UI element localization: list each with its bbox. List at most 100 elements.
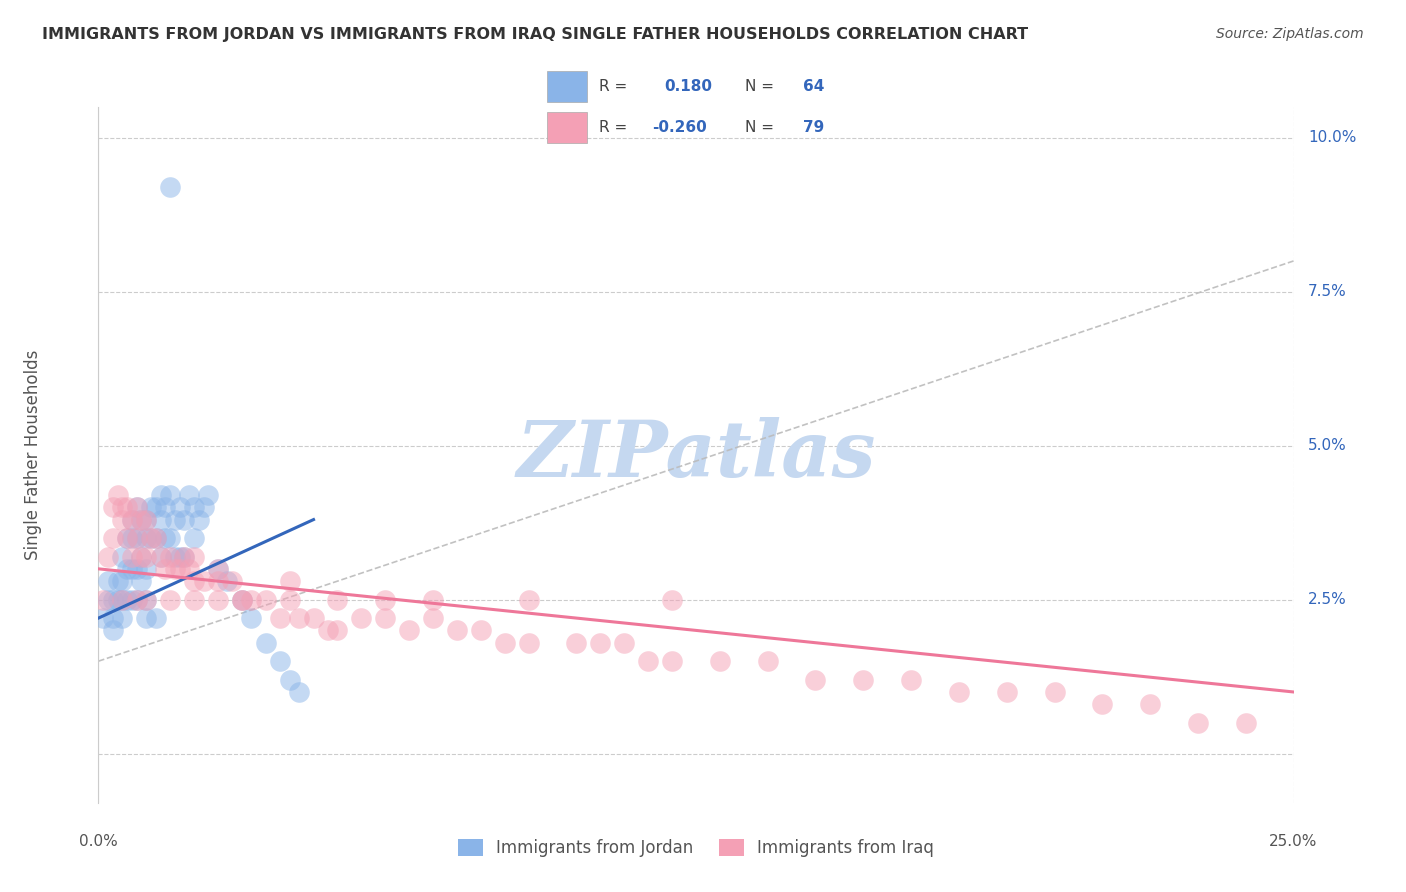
Point <box>91 592 114 607</box>
Point <box>1139 698 1161 712</box>
Point <box>125 592 148 607</box>
Text: 25.0%: 25.0% <box>1270 834 1317 849</box>
Point <box>111 574 134 589</box>
Point <box>316 624 339 638</box>
Point <box>231 592 253 607</box>
Point <box>193 500 215 515</box>
Point <box>139 531 162 545</box>
Point <box>398 624 420 638</box>
Text: 7.5%: 7.5% <box>1308 285 1347 299</box>
Point <box>107 574 129 589</box>
Point <box>613 636 636 650</box>
Point <box>231 592 253 607</box>
Point <box>135 611 157 625</box>
Point <box>125 592 148 607</box>
Point <box>183 500 205 515</box>
Point <box>231 592 253 607</box>
Point <box>1091 698 1114 712</box>
Point <box>1234 715 1257 730</box>
Point <box>101 624 124 638</box>
Point <box>135 592 157 607</box>
Point <box>217 574 239 589</box>
Point <box>115 562 138 576</box>
Point <box>804 673 827 687</box>
Text: 10.0%: 10.0% <box>1308 130 1357 145</box>
Point <box>187 512 209 526</box>
Point <box>207 562 229 576</box>
Legend: Immigrants from Jordan, Immigrants from Iraq: Immigrants from Jordan, Immigrants from … <box>451 832 941 864</box>
Point <box>637 654 659 668</box>
Point <box>326 592 349 607</box>
Point <box>197 488 219 502</box>
Point <box>155 500 177 515</box>
Point <box>145 611 167 625</box>
Point <box>121 531 143 545</box>
Point <box>139 531 162 545</box>
Point <box>183 592 205 607</box>
Point <box>173 549 195 564</box>
Text: 5.0%: 5.0% <box>1308 438 1347 453</box>
FancyBboxPatch shape <box>547 112 586 143</box>
Point <box>207 562 229 576</box>
Point <box>163 549 186 564</box>
Point <box>91 611 114 625</box>
Text: -0.260: -0.260 <box>652 120 707 135</box>
Point <box>565 636 588 650</box>
Point <box>145 531 167 545</box>
Point <box>756 654 779 668</box>
Point <box>135 512 157 526</box>
Text: ZIPatlas: ZIPatlas <box>516 417 876 493</box>
Point <box>139 500 162 515</box>
Point <box>163 562 186 576</box>
Point <box>159 549 181 564</box>
Text: 0.0%: 0.0% <box>79 834 118 849</box>
Point <box>589 636 612 650</box>
Point <box>131 512 153 526</box>
Point <box>145 500 167 515</box>
Point <box>207 574 229 589</box>
Point <box>852 673 875 687</box>
Text: Single Father Households: Single Father Households <box>24 350 42 560</box>
Point <box>240 592 263 607</box>
Point <box>125 562 148 576</box>
Point <box>159 592 181 607</box>
Text: 0.180: 0.180 <box>664 79 713 94</box>
Point <box>111 549 134 564</box>
Point <box>494 636 516 650</box>
Point <box>101 611 124 625</box>
Point <box>115 592 138 607</box>
Point <box>169 549 191 564</box>
Text: IMMIGRANTS FROM JORDAN VS IMMIGRANTS FROM IRAQ SINGLE FATHER HOUSEHOLDS CORRELAT: IMMIGRANTS FROM JORDAN VS IMMIGRANTS FRO… <box>42 27 1028 42</box>
Text: 79: 79 <box>803 120 825 135</box>
Point <box>115 531 138 545</box>
Point <box>125 531 148 545</box>
Point <box>326 624 349 638</box>
Point <box>121 512 143 526</box>
Point <box>269 611 291 625</box>
Point <box>374 592 396 607</box>
Point <box>149 488 172 502</box>
Point <box>173 549 195 564</box>
Point <box>121 562 143 576</box>
Point <box>446 624 468 638</box>
Point <box>179 488 201 502</box>
Point <box>135 562 157 576</box>
Text: 2.5%: 2.5% <box>1308 592 1347 607</box>
Point <box>221 574 243 589</box>
Point <box>125 500 148 515</box>
Point <box>183 549 205 564</box>
Point <box>350 611 373 625</box>
Point <box>145 531 167 545</box>
Point <box>101 531 124 545</box>
Point <box>159 531 181 545</box>
Point <box>169 500 191 515</box>
Point <box>107 592 129 607</box>
Point <box>135 531 157 545</box>
Point <box>149 549 172 564</box>
Point <box>97 549 120 564</box>
Point <box>159 488 181 502</box>
Point <box>121 549 143 564</box>
Point <box>207 592 229 607</box>
Point <box>288 685 311 699</box>
Point <box>97 574 120 589</box>
